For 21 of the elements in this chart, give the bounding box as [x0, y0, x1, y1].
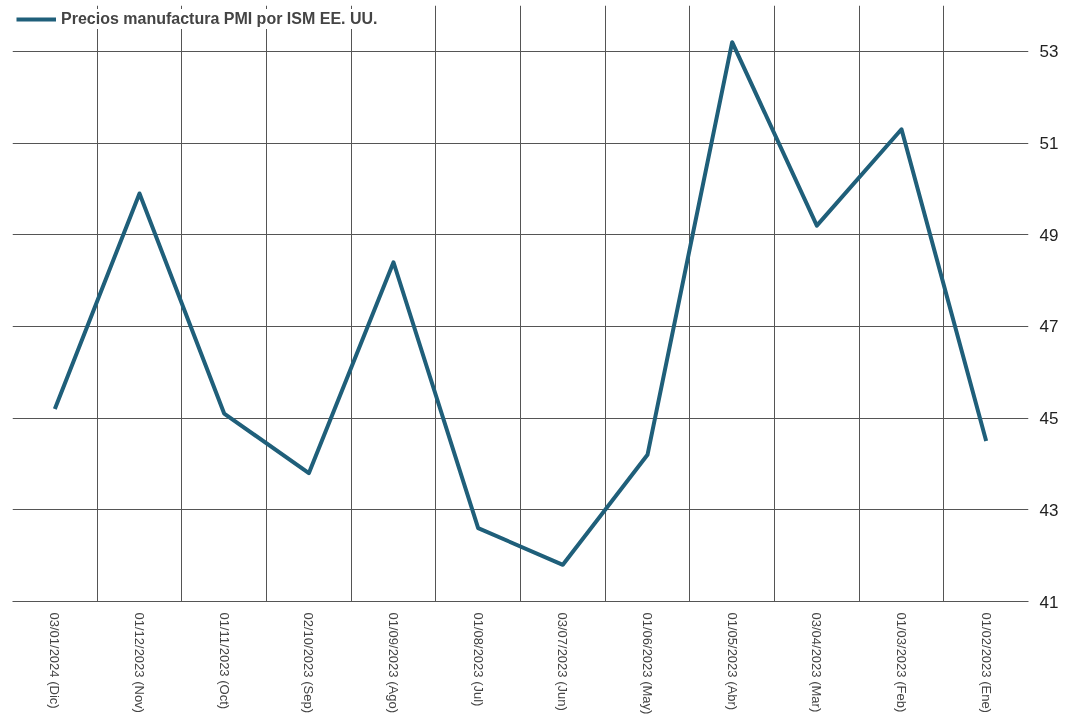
- y-tick-label: 51: [1039, 134, 1059, 154]
- x-tick-label: 03/07/2023 (Jun): [555, 612, 571, 711]
- x-tick-label: 01/08/2023 (Jul): [470, 612, 486, 707]
- x-tick-label: 01/12/2023 (Nov): [132, 612, 147, 713]
- x-tick-label: 02/10/2023 (Sep): [301, 612, 317, 713]
- legend-label: Precios manufactura PMI por ISM EE. UU.: [61, 10, 378, 28]
- y-tick-label: 53: [1039, 42, 1059, 62]
- y-tick-label: 43: [1039, 500, 1059, 520]
- y-tick-label: 45: [1039, 409, 1059, 429]
- x-tick-label: 01/02/2023 (Ene): [978, 612, 994, 713]
- y-tick-label: 49: [1039, 225, 1059, 245]
- y-tick-label: 41: [1039, 592, 1059, 612]
- x-tick-label: 01/03/2023 (Feb): [894, 612, 909, 713]
- x-tick-label: 03/01/2024 (Dic): [47, 612, 63, 709]
- line-series: [52, 40, 989, 567]
- x-tick-label: 01/06/2023 (May): [640, 612, 655, 715]
- x-tick-label: 03/04/2023 (Mar): [809, 612, 825, 713]
- x-tick-label: 01/05/2023 (Abr): [724, 612, 740, 711]
- y-tick-label: 47: [1039, 317, 1059, 337]
- x-tick-label: 01/11/2023 (Oct): [216, 612, 232, 710]
- x-tick-label: 01/09/2023 (Ago): [386, 612, 401, 713]
